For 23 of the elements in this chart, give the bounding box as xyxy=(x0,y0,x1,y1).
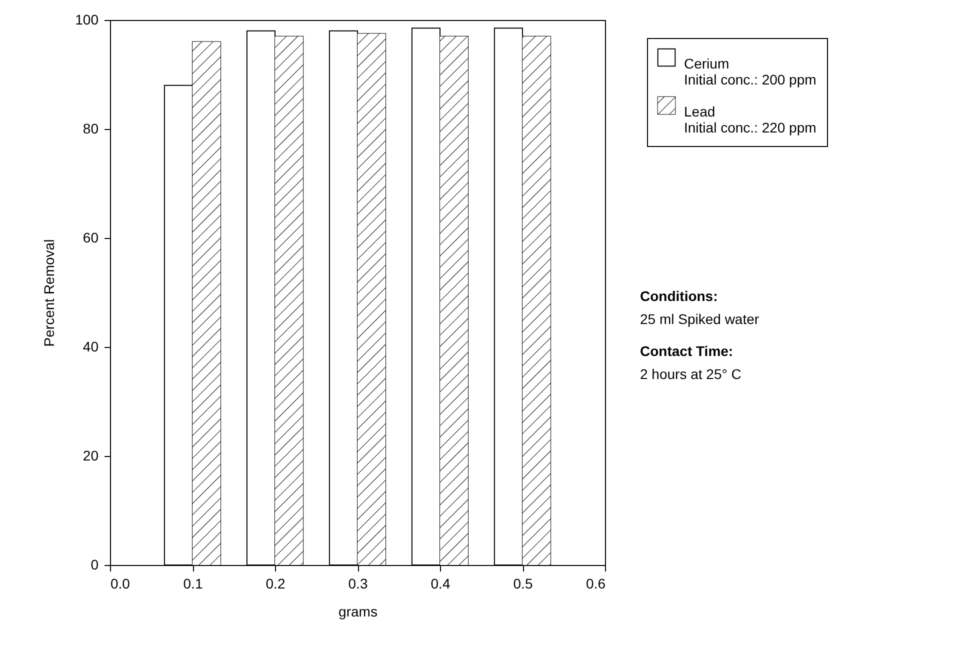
legend-label: Cerium xyxy=(684,56,730,72)
x-tick-label: 0.1 xyxy=(183,576,203,592)
x-tick-label: 0.3 xyxy=(348,576,368,592)
y-tick-label: 0 xyxy=(90,556,99,572)
legend-label: Lead xyxy=(684,104,716,120)
x-tick-label: 0.5 xyxy=(513,576,533,592)
y-axis-title: Percent Removal xyxy=(41,239,58,347)
text: 2 hours at 25° C xyxy=(640,366,742,382)
y-tick-label: 40 xyxy=(82,338,99,354)
x-axis-title: grams xyxy=(338,604,378,620)
x-tick-label: 0.0 xyxy=(110,576,130,592)
text: 25 ml Spiked water xyxy=(640,311,760,327)
y-tick-label: 60 xyxy=(82,230,99,246)
text: Conditions: xyxy=(640,288,718,304)
x-tick-label: 0.4 xyxy=(430,576,450,592)
text: Contact Time: xyxy=(640,343,734,359)
y-tick-label: 20 xyxy=(82,448,99,464)
y-tick-label: 80 xyxy=(82,120,99,136)
x-tick-label: 0.6 xyxy=(586,576,606,592)
y-tick-label: 100 xyxy=(75,12,99,28)
x-tick-label: 0.2 xyxy=(266,576,286,592)
text: Initial conc.: 200 ppm xyxy=(684,72,816,88)
text: Initial conc.: 220 ppm xyxy=(684,120,816,136)
